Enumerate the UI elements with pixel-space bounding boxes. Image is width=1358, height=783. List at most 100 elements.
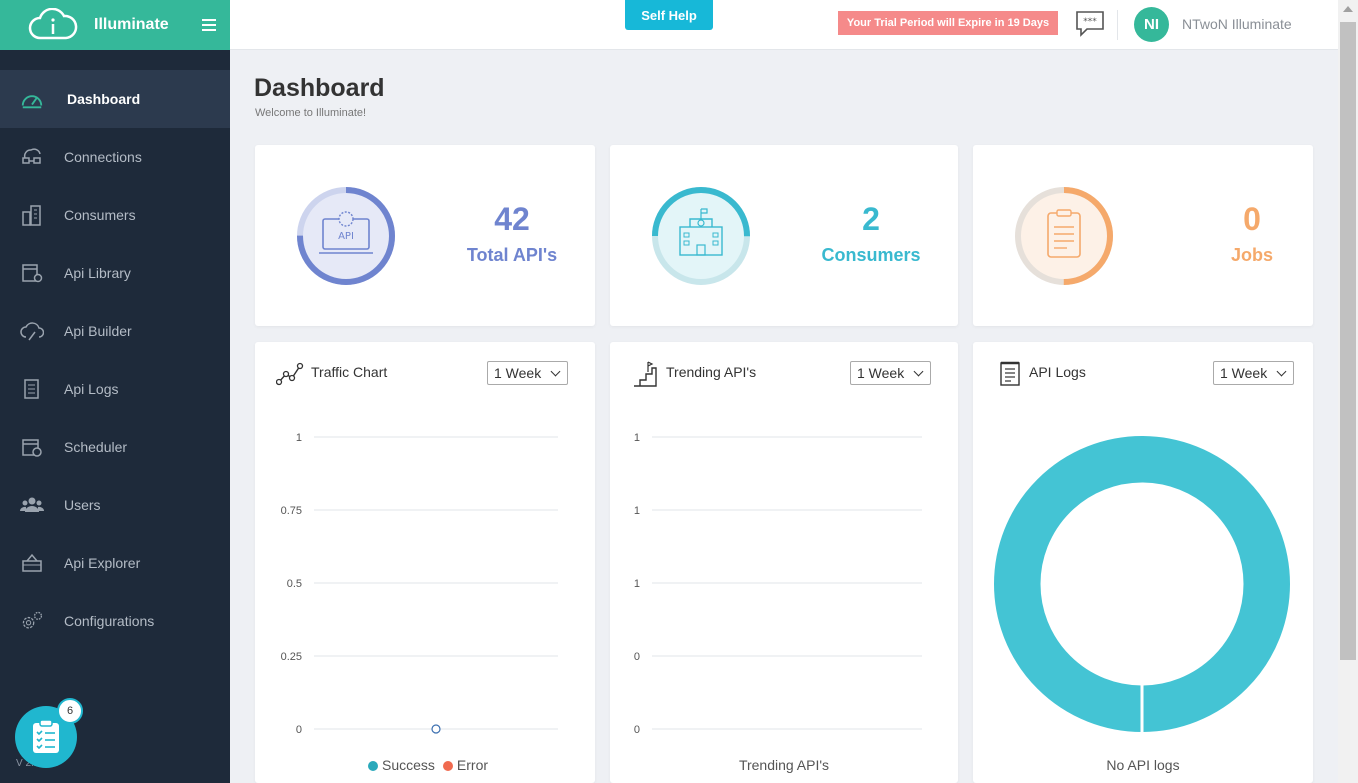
log-document-icon xyxy=(20,377,44,401)
header-divider xyxy=(1117,10,1118,40)
school-building-ring-icon xyxy=(652,187,750,285)
sidebar-item-api-builder[interactable]: Api Builder xyxy=(0,302,230,360)
svg-text:API: API xyxy=(338,231,354,242)
sidebar-item-users[interactable]: Users xyxy=(0,476,230,534)
y-tick-label: 0 xyxy=(634,651,640,663)
sidebar-item-label: Consumers xyxy=(64,207,136,223)
sidebar-item-label: Configurations xyxy=(64,613,155,629)
buildings-icon xyxy=(20,203,44,227)
traffic-chart-panel: Traffic Chart 1 Week 1 0.75 0.5 0.25 0 Succe… xyxy=(255,342,595,783)
api-logs-donut-chart xyxy=(994,436,1290,734)
chat-icon[interactable]: *** xyxy=(1075,10,1105,38)
logs-range-select[interactable]: 1 Week xyxy=(1213,361,1294,385)
sidebar: Illuminate Dashboard Connections Consume… xyxy=(0,0,230,783)
gears-icon xyxy=(20,609,44,633)
stat-value: 2 xyxy=(862,201,880,237)
stat-card-jobs: 0 Jobs xyxy=(973,145,1313,326)
y-tick-label: 1 xyxy=(634,578,640,590)
select-value: 1 Week xyxy=(1220,365,1268,381)
brand-bar: Illuminate xyxy=(0,0,230,50)
stat-value: 0 xyxy=(1243,201,1261,237)
sidebar-item-scheduler[interactable]: Scheduler xyxy=(0,418,230,476)
user-name[interactable]: NTwoN Illuminate xyxy=(1182,16,1292,32)
menu-toggle-icon[interactable] xyxy=(202,19,216,31)
y-tick-label: 0.75 xyxy=(281,505,302,517)
stat-value: 42 xyxy=(494,201,530,237)
stat-card-consumers: 2 Consumers xyxy=(610,145,958,326)
select-value: 1 Week xyxy=(494,365,542,381)
panel-title: API Logs xyxy=(1029,364,1086,380)
trending-x-label: Trending API's xyxy=(738,757,830,773)
sidebar-item-consumers[interactable]: Consumers xyxy=(0,186,230,244)
donut-ring[interactable] xyxy=(994,436,1290,732)
users-icon xyxy=(20,493,44,517)
sidebar-item-label: Api Builder xyxy=(64,323,132,339)
api-gear-ring-icon: API xyxy=(297,187,395,285)
trial-banner: Your Trial Period will Expire in 19 Days xyxy=(838,11,1058,35)
traffic-legend: Success Error xyxy=(368,757,488,773)
stat-label: Jobs xyxy=(1230,245,1273,265)
legend-label: Error xyxy=(456,757,489,773)
stat-label: Consumers xyxy=(821,245,921,265)
explorer-icon xyxy=(20,551,44,575)
legend-item-success[interactable]: Success xyxy=(368,757,435,773)
traffic-line-chart: 1 0.75 0.5 0.25 0 xyxy=(281,432,558,736)
panel-title: Traffic Chart xyxy=(311,364,388,380)
api-logs-panel: API Logs 1 Week No API logs xyxy=(973,342,1313,783)
trending-apis-panel: Trending API's 1 Week 1 1 1 0 0 Trending API… xyxy=(610,342,958,783)
sidebar-item-label: Api Explorer xyxy=(64,555,141,571)
data-point-success[interactable] xyxy=(431,724,441,734)
y-tick-label: 0.25 xyxy=(281,651,302,663)
line-chart-icon xyxy=(276,362,304,386)
sidebar-item-label: Api Logs xyxy=(64,381,119,397)
sidebar-item-label: Connections xyxy=(64,149,142,165)
y-tick-label: 0.5 xyxy=(287,578,302,590)
sidebar-item-label: Api Library xyxy=(64,265,131,281)
chevron-down-icon xyxy=(1276,366,1287,377)
cloud-logo-icon xyxy=(28,8,78,40)
scroll-up-arrow-icon[interactable] xyxy=(1343,6,1353,12)
traffic-range-select[interactable]: 1 Week xyxy=(487,361,568,385)
sidebar-item-api-logs[interactable]: Api Logs xyxy=(0,360,230,418)
stat-card-apis: API 42 Total API's xyxy=(255,145,595,326)
select-value: 1 Week xyxy=(857,365,905,381)
sidebar-item-label: Dashboard xyxy=(67,91,141,107)
trending-bar-chart: 1 1 1 0 0 xyxy=(634,432,922,736)
sidebar-item-label: Scheduler xyxy=(64,439,128,455)
y-tick-label: 0 xyxy=(634,724,640,736)
clipboard-checklist-icon xyxy=(33,719,59,753)
avatar[interactable]: NI xyxy=(1134,7,1169,42)
legend-item-error[interactable]: Error xyxy=(442,757,489,773)
sidebar-item-label: Users xyxy=(64,497,101,513)
checklist-button[interactable] xyxy=(15,706,77,768)
stat-label: Total API's xyxy=(466,245,558,265)
scroll-thumb[interactable] xyxy=(1340,22,1356,660)
sidebar-item-configurations[interactable]: Configurations xyxy=(0,592,230,650)
sidebar-item-api-library[interactable]: Api Library xyxy=(0,244,230,302)
chevron-down-icon xyxy=(913,366,924,377)
y-tick-label: 1 xyxy=(296,432,302,444)
trending-stairs-icon xyxy=(634,361,657,387)
calendar-gear-icon xyxy=(20,435,44,459)
cloud-builder-icon xyxy=(20,319,44,343)
log-list-icon xyxy=(1000,361,1020,386)
page-title: Dashboard xyxy=(254,74,385,102)
sidebar-item-api-explorer[interactable]: Api Explorer xyxy=(0,534,230,592)
self-help-button[interactable]: Self Help xyxy=(625,0,713,30)
sidebar-item-dashboard[interactable]: Dashboard xyxy=(0,70,230,128)
clipboard-ring-icon xyxy=(1015,187,1113,285)
trending-range-select[interactable]: 1 Week xyxy=(850,361,931,385)
y-tick-label: 1 xyxy=(634,505,640,517)
top-header: Self Help Your Trial Period will Expire … xyxy=(230,0,1338,50)
checklist-count-badge: 6 xyxy=(57,698,83,724)
speedometer-icon xyxy=(20,87,44,111)
y-tick-label: 1 xyxy=(634,432,640,444)
sidebar-nav: Dashboard Connections Consumers Api Libr… xyxy=(0,70,230,650)
sidebar-item-connections[interactable]: Connections xyxy=(0,128,230,186)
api-library-icon xyxy=(20,261,44,285)
app-name: Illuminate xyxy=(94,16,169,33)
page-subtitle: Welcome to Illuminate! xyxy=(255,107,367,119)
donut-inner-edge xyxy=(1040,482,1244,686)
chevron-down-icon xyxy=(550,366,561,377)
connections-icon xyxy=(20,145,44,169)
